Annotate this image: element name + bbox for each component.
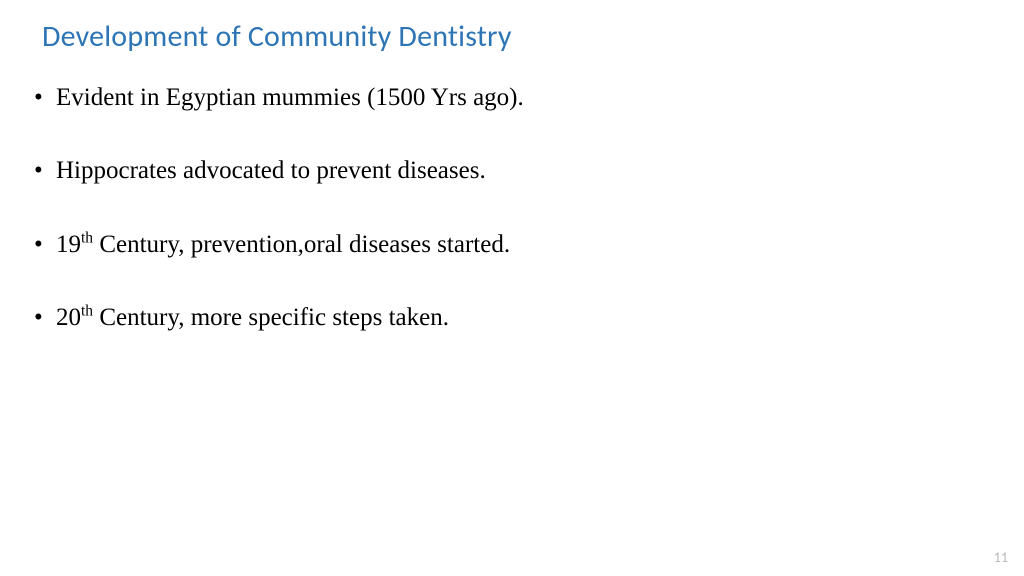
page-number: 11 [994,549,1008,566]
bullet-list: Evident in Egyptian mummies (1500 Yrs ag… [32,82,932,333]
slide-title: Development of Community Dentistry [42,18,512,55]
list-item: 20th Century, more specific steps taken. [32,302,932,333]
list-item: 19th Century, prevention,oral diseases s… [32,229,932,260]
list-item: Evident in Egyptian mummies (1500 Yrs ag… [32,82,932,113]
slide: Development of Community Dentistry Evide… [0,0,1024,576]
slide-body: Evident in Egyptian mummies (1500 Yrs ag… [32,82,932,375]
list-item: Hippocrates advocated to prevent disease… [32,155,932,186]
